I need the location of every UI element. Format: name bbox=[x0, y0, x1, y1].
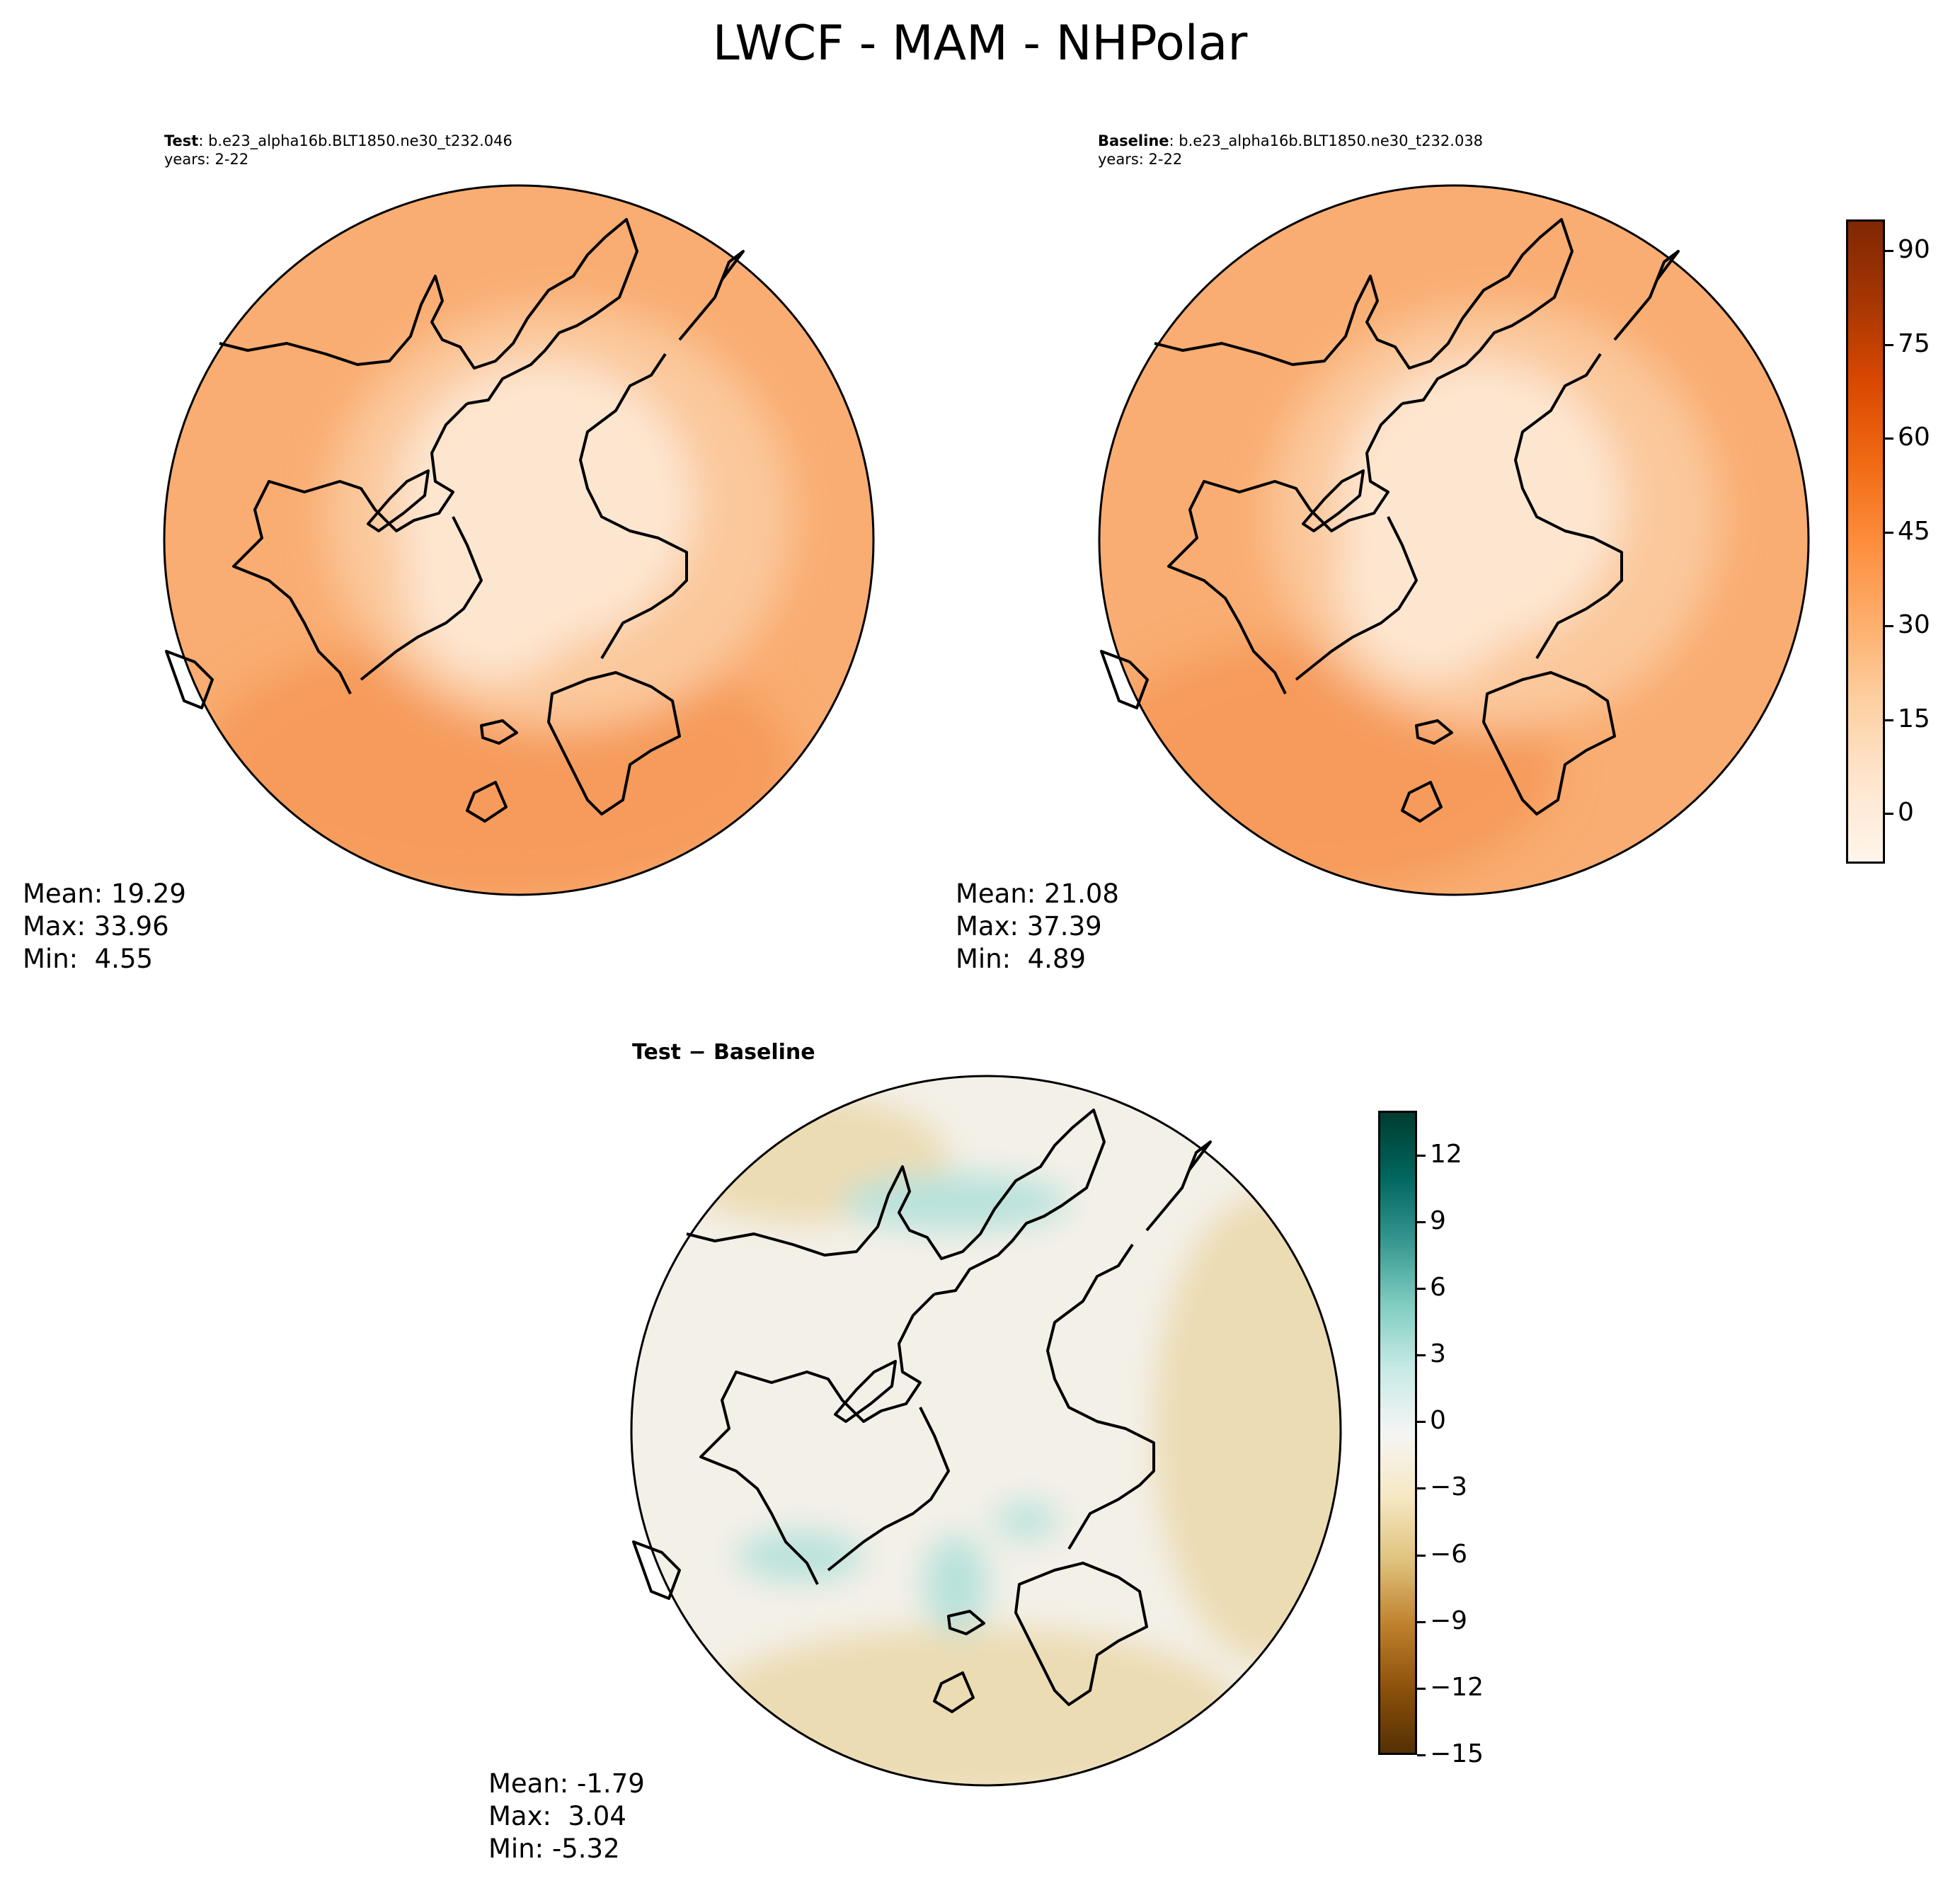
field-colorbar-tick-mark bbox=[1885, 531, 1893, 534]
test-label: Test bbox=[164, 132, 199, 149]
diff-min: Min: -5.32 bbox=[488, 1833, 620, 1864]
diff-polar-map bbox=[630, 1075, 1342, 1787]
baseline-panel-title: Baseline: b.e23_alpha16b.BLT1850.ne30_t2… bbox=[1098, 132, 1483, 168]
diff-colorbar-tick-label: 12 bbox=[1430, 1139, 1462, 1169]
field-colorbar-tick-label: 60 bbox=[1898, 423, 1930, 452]
diff-colorbar-tick-mark bbox=[1417, 1554, 1426, 1557]
test-years: years: 2-22 bbox=[164, 151, 249, 168]
diff-colorbar-tick-mark bbox=[1417, 1687, 1426, 1690]
diff-mean: Mean: -1.79 bbox=[488, 1768, 645, 1799]
diff-colorbar-tick-mark bbox=[1417, 1487, 1426, 1490]
diff-colorbar bbox=[1378, 1111, 1417, 1755]
field-colorbar-tick-mark bbox=[1885, 625, 1893, 628]
diff-field-teal-north bbox=[842, 1174, 1069, 1230]
baseline-years: years: 2-22 bbox=[1098, 151, 1183, 168]
diff-stats: Mean: -1.79 Max: 3.04 Min: -5.32 bbox=[488, 1768, 645, 1865]
diff-colorbar-tick-label: 3 bbox=[1430, 1339, 1446, 1369]
baseline-max: Max: 37.39 bbox=[956, 911, 1102, 942]
diff-colorbar-tick-mark bbox=[1417, 1754, 1426, 1756]
test-coastlines bbox=[165, 218, 745, 823]
diff-max: Max: 3.04 bbox=[488, 1801, 626, 1831]
baseline-min: Min: 4.89 bbox=[956, 944, 1087, 974]
diff-colorbar-tick-label: 0 bbox=[1430, 1406, 1446, 1436]
test-mean: Mean: 19.29 bbox=[23, 879, 186, 909]
field-colorbar bbox=[1846, 219, 1885, 864]
field-colorbar-tick-mark bbox=[1885, 719, 1893, 721]
diff-colorbar-tick-mark bbox=[1417, 1620, 1426, 1623]
diff-panel-title: Test − Baseline bbox=[632, 1040, 815, 1065]
field-colorbar-tick-label: 30 bbox=[1898, 610, 1930, 640]
diff-colorbar-tick-label: −3 bbox=[1430, 1472, 1468, 1502]
diff-coastlines bbox=[632, 1109, 1212, 1713]
diff-map-boundary bbox=[630, 1075, 1342, 1787]
baseline-case-name: : b.e23_alpha16b.BLT1850.ne30_t232.038 bbox=[1169, 132, 1484, 149]
figure-title: LWCF - MAM - NHPolar bbox=[712, 16, 1248, 71]
field-colorbar-tick-label: 15 bbox=[1898, 704, 1930, 733]
test-field-greenland bbox=[403, 481, 588, 680]
field-colorbar-tick-mark bbox=[1885, 250, 1893, 253]
diff-colorbar-tick-label: −6 bbox=[1430, 1539, 1468, 1569]
baseline-coastlines bbox=[1100, 218, 1680, 823]
field-colorbar-tick-mark bbox=[1885, 813, 1893, 816]
baseline-field-greenland bbox=[1339, 481, 1523, 680]
diff-field-teal-east bbox=[995, 1503, 1058, 1538]
diff-colorbar-tick-mark bbox=[1417, 1421, 1426, 1424]
baseline-map-boundary bbox=[1098, 184, 1810, 896]
test-map-boundary bbox=[163, 184, 875, 896]
field-colorbar-tick-label: 0 bbox=[1898, 798, 1914, 828]
diff-colorbar-tick-label: −9 bbox=[1430, 1606, 1468, 1635]
diff-field-tan-south bbox=[701, 1627, 1239, 1785]
field-colorbar-tick-mark bbox=[1885, 343, 1893, 346]
baseline-mean: Mean: 21.08 bbox=[956, 879, 1119, 909]
diff-field-teal-center bbox=[924, 1535, 987, 1634]
field-colorbar-tick-label: 90 bbox=[1898, 235, 1930, 265]
baseline-polar-map bbox=[1098, 184, 1810, 896]
diff-field-tan-east bbox=[1154, 1195, 1341, 1662]
diff-colorbar-tick-label: 6 bbox=[1430, 1273, 1446, 1303]
test-min: Min: 4.55 bbox=[23, 944, 154, 974]
test-max: Max: 33.96 bbox=[23, 911, 169, 942]
field-colorbar-tick-label: 45 bbox=[1898, 516, 1930, 546]
diff-colorbar-tick-mark bbox=[1417, 1354, 1426, 1357]
test-panel-title: Test: b.e23_alpha16b.BLT1850.ne30_t232.0… bbox=[164, 132, 512, 168]
test-case-name: : b.e23_alpha16b.BLT1850.ne30_t232.046 bbox=[198, 132, 512, 149]
baseline-label: Baseline bbox=[1098, 132, 1169, 149]
baseline-stats: Mean: 21.08 Max: 37.39 Min: 4.89 bbox=[956, 878, 1119, 976]
field-colorbar-tick-mark bbox=[1885, 437, 1893, 440]
test-stats: Mean: 19.29 Max: 33.96 Min: 4.55 bbox=[23, 878, 186, 976]
test-polar-map bbox=[163, 184, 875, 896]
diff-colorbar-tick-mark bbox=[1417, 1288, 1426, 1291]
diff-colorbar-tick-mark bbox=[1417, 1154, 1426, 1157]
diff-colorbar-tick-label: 9 bbox=[1430, 1206, 1446, 1235]
field-colorbar-tick-label: 75 bbox=[1898, 328, 1930, 358]
diff-colorbar-tick-label: −12 bbox=[1430, 1672, 1484, 1702]
diff-colorbar-tick-label: −15 bbox=[1430, 1739, 1484, 1768]
diff-colorbar-tick-mark bbox=[1417, 1220, 1426, 1223]
